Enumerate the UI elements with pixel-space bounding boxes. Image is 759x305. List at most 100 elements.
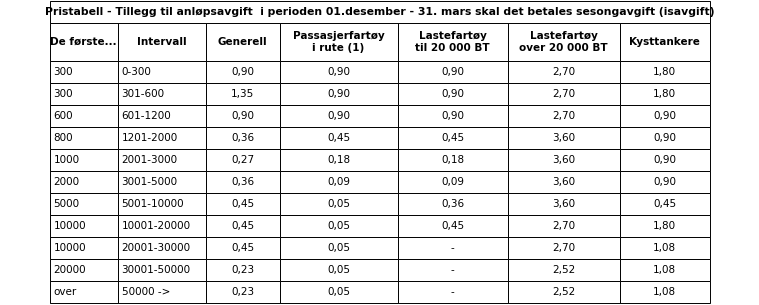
Bar: [118, 215, 206, 237]
Bar: [398, 215, 508, 237]
Bar: [398, 193, 508, 215]
Bar: [49, 105, 118, 127]
Text: 3,60: 3,60: [552, 177, 575, 187]
Bar: [398, 83, 508, 105]
Text: 300: 300: [53, 67, 73, 77]
Bar: [49, 1, 710, 23]
Text: 0,45: 0,45: [231, 221, 254, 231]
Text: 1201-2000: 1201-2000: [121, 133, 178, 143]
Text: 1,08: 1,08: [653, 287, 676, 297]
Bar: [206, 193, 279, 215]
Text: 0,90: 0,90: [441, 89, 464, 99]
Text: 0,05: 0,05: [327, 265, 350, 275]
Text: 0,45: 0,45: [441, 133, 464, 143]
Bar: [619, 23, 710, 61]
Text: 0,36: 0,36: [231, 133, 254, 143]
Bar: [118, 83, 206, 105]
Bar: [206, 23, 279, 61]
Bar: [118, 23, 206, 61]
Bar: [49, 127, 118, 149]
Bar: [49, 259, 118, 281]
Bar: [398, 237, 508, 259]
Text: 0,09: 0,09: [441, 177, 464, 187]
Bar: [206, 127, 279, 149]
Text: 10001-20000: 10001-20000: [121, 221, 191, 231]
Bar: [118, 259, 206, 281]
Text: 800: 800: [53, 133, 73, 143]
Text: 0,36: 0,36: [231, 177, 254, 187]
Text: 300: 300: [53, 89, 73, 99]
Text: 0,23: 0,23: [231, 287, 254, 297]
Bar: [398, 259, 508, 281]
Text: 2,70: 2,70: [552, 111, 575, 121]
Bar: [619, 281, 710, 303]
Bar: [206, 61, 279, 83]
Text: 2000: 2000: [53, 177, 80, 187]
Text: 0,90: 0,90: [327, 111, 350, 121]
Bar: [508, 61, 619, 83]
Bar: [206, 105, 279, 127]
Text: 2,52: 2,52: [552, 265, 575, 275]
Text: 2,70: 2,70: [552, 67, 575, 77]
Text: 0,90: 0,90: [653, 177, 676, 187]
Text: 0,09: 0,09: [327, 177, 350, 187]
Bar: [508, 149, 619, 171]
Bar: [619, 127, 710, 149]
Bar: [619, 149, 710, 171]
Text: Generell: Generell: [218, 37, 267, 47]
Text: 1,35: 1,35: [231, 89, 254, 99]
Bar: [398, 61, 508, 83]
Bar: [619, 83, 710, 105]
Bar: [206, 215, 279, 237]
Text: 2,52: 2,52: [552, 287, 575, 297]
Text: 600: 600: [53, 111, 73, 121]
Bar: [508, 259, 619, 281]
Bar: [49, 193, 118, 215]
Text: 1,08: 1,08: [653, 265, 676, 275]
Text: 0,90: 0,90: [653, 111, 676, 121]
Bar: [118, 237, 206, 259]
Bar: [619, 215, 710, 237]
Text: 0,90: 0,90: [653, 133, 676, 143]
Bar: [508, 105, 619, 127]
Text: 0,45: 0,45: [327, 133, 350, 143]
Bar: [49, 237, 118, 259]
Text: 0,90: 0,90: [327, 67, 350, 77]
Text: 0,90: 0,90: [441, 111, 464, 121]
Bar: [619, 171, 710, 193]
Bar: [118, 105, 206, 127]
Bar: [619, 61, 710, 83]
Bar: [279, 259, 398, 281]
Text: -: -: [451, 265, 455, 275]
Bar: [398, 171, 508, 193]
Text: 3,60: 3,60: [552, 155, 575, 165]
Text: 3001-5000: 3001-5000: [121, 177, 178, 187]
Bar: [279, 23, 398, 61]
Bar: [508, 215, 619, 237]
Text: Lastefartøy
til 20 000 BT: Lastefartøy til 20 000 BT: [415, 31, 490, 53]
Text: 2,70: 2,70: [552, 243, 575, 253]
Bar: [118, 281, 206, 303]
Bar: [398, 105, 508, 127]
Text: 0,27: 0,27: [231, 155, 254, 165]
Bar: [508, 237, 619, 259]
Text: 0-300: 0-300: [121, 67, 151, 77]
Text: 10000: 10000: [53, 243, 86, 253]
Bar: [279, 193, 398, 215]
Bar: [206, 281, 279, 303]
Text: 0,05: 0,05: [327, 221, 350, 231]
Bar: [279, 237, 398, 259]
Text: 0,23: 0,23: [231, 265, 254, 275]
Text: 5000: 5000: [53, 199, 80, 209]
Text: 0,90: 0,90: [327, 89, 350, 99]
Bar: [49, 281, 118, 303]
Text: 3,60: 3,60: [552, 133, 575, 143]
Text: 0,90: 0,90: [231, 67, 254, 77]
Text: 1,08: 1,08: [653, 243, 676, 253]
Text: 20001-30000: 20001-30000: [121, 243, 191, 253]
Bar: [508, 193, 619, 215]
Text: 20000: 20000: [53, 265, 86, 275]
Text: 0,05: 0,05: [327, 199, 350, 209]
Bar: [118, 171, 206, 193]
Text: 0,05: 0,05: [327, 287, 350, 297]
